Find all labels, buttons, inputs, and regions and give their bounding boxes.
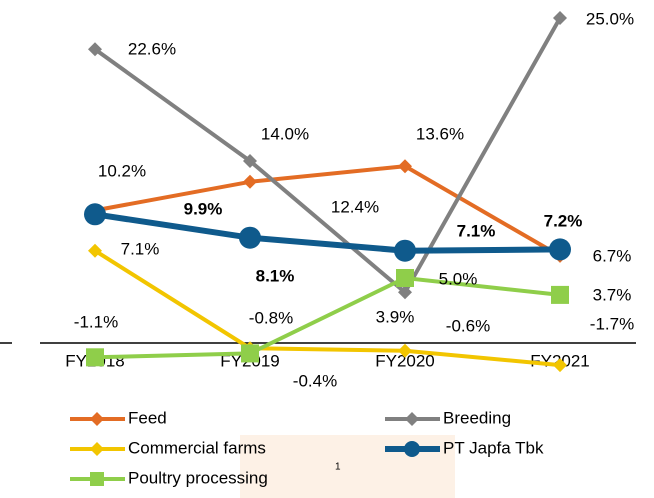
footnote-marker: 1: [335, 462, 341, 473]
series: [88, 243, 567, 373]
series: [86, 269, 569, 367]
point: [549, 238, 571, 261]
point: [243, 174, 257, 189]
legend-marker: [90, 412, 104, 426]
legend-label: PT Japfa Tbk: [443, 438, 544, 457]
legend-marker: [90, 472, 104, 486]
point: [88, 243, 102, 258]
legend-label: Poultry processing: [128, 468, 268, 487]
data-label: 9.9%: [184, 199, 223, 218]
data-label: 7.2%: [544, 211, 583, 230]
data-label: 7.1%: [121, 239, 160, 258]
series: [84, 203, 571, 262]
series-line: [93, 249, 561, 368]
highlight-box: [240, 435, 455, 498]
data-label: 22.6%: [128, 39, 176, 58]
point: [398, 159, 412, 174]
point: [241, 344, 259, 363]
legend-label: Feed: [128, 408, 167, 427]
data-label: -1.7%: [590, 314, 634, 333]
point: [243, 154, 257, 168]
data-label: 3.9%: [376, 307, 415, 326]
legend-marker: [405, 412, 419, 426]
point: [398, 285, 412, 300]
point: [396, 269, 414, 287]
data-label: 14.0%: [261, 124, 309, 143]
legend-label: Breeding: [443, 408, 511, 427]
point: [551, 285, 569, 304]
series-line: [94, 275, 561, 360]
data-label: -0.4%: [293, 371, 337, 390]
data-label: 8.1%: [256, 266, 295, 285]
x-tick-label: FY2020: [375, 351, 435, 370]
data-label: 12.4%: [331, 197, 379, 216]
legend-marker: [404, 441, 420, 457]
legend-marker: [90, 442, 104, 456]
data-label: 3.7%: [593, 285, 632, 304]
data-label: 6.7%: [593, 246, 632, 265]
point: [394, 239, 416, 262]
series: [88, 11, 567, 300]
series-line: [94, 164, 562, 258]
data-label: 7.1%: [457, 221, 496, 240]
series-line: [94, 211, 561, 254]
data-label: 10.2%: [98, 161, 146, 180]
data-label: -1.1%: [74, 312, 118, 331]
point: [88, 42, 102, 57]
series-line: [93, 17, 562, 296]
legend-label: Commercial farms: [128, 438, 266, 457]
point: [553, 358, 567, 373]
data-label: 13.6%: [416, 124, 464, 143]
point: [84, 203, 106, 226]
point: [398, 343, 412, 358]
data-label: 5.0%: [439, 269, 478, 288]
point: [239, 226, 261, 249]
data-label: -0.6%: [446, 316, 490, 335]
data-label: -0.8%: [249, 308, 293, 327]
point: [553, 11, 567, 25]
point: [86, 348, 104, 367]
data-label: 25.0%: [586, 9, 634, 28]
